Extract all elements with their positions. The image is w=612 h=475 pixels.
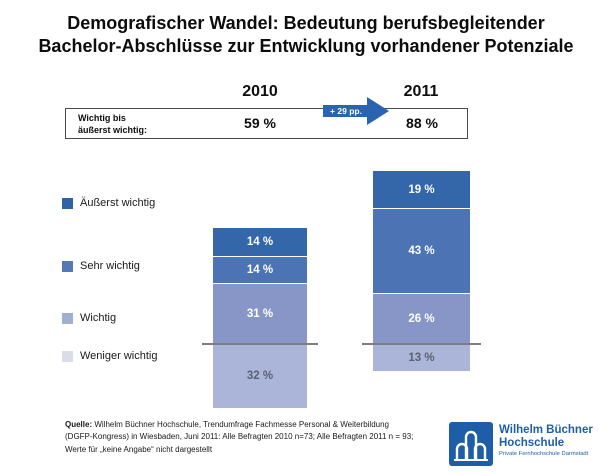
legend-item-wichtig: Wichtig [62,312,116,324]
page-title: Demografischer Wandel: Bedeutung berufsb… [0,12,612,58]
svg-text:+ 29 pp.: + 29 pp. [330,106,362,116]
summary-box: Wichtig bis äußerst wichtig: 59 % 88 % [65,108,468,139]
legend-item-aeusserst-wichtig: Äußerst wichtig [62,197,155,209]
summary-label-line1: Wichtig bis [78,113,126,123]
bar-segment-value: 31 % [246,308,274,321]
page-title-line2: Bachelor-Abschlüsse zur Entwicklung vorh… [38,36,574,56]
logo-text: Wilhelm Büchner Hochschule Private Fernh… [499,422,593,457]
arrow-right-icon: + 29 pp. [323,97,389,125]
legend-swatch-icon [62,260,73,272]
legend-label: Sehr wichtig [80,260,140,272]
bar-segment-2011-weniger-wichtig: 13 % [373,345,470,371]
summary-label-line2: äußerst wichtig: [78,125,148,135]
bar-segment-2010-sehr-wichtig: 14 % [213,255,307,284]
logo-building-icon [449,422,493,466]
bar-segment-2011-sehr-wichtig: 43 % [373,208,470,293]
summary-value-2011: 88 % [406,115,438,131]
logo-name-line2: Hochschule [499,437,565,449]
university-logo: Wilhelm Büchner Hochschule Private Fernh… [449,422,593,466]
source-label: Quelle: [65,420,93,429]
logo-name-line1: Wilhelm Büchner [499,424,593,436]
bar-segment-value: 26 % [408,312,435,325]
bar-segment-2010--u-erst-wichtig: 14 % [213,228,307,256]
bar-segment-value: 32 % [246,370,274,383]
change-arrow: + 29 pp. [321,96,391,126]
column-header-2011: 2011 [403,83,439,100]
bar-segment-2011--u-erst-wichtig: 19 % [373,171,470,209]
baseline-2010 [202,343,318,345]
baseline-2011 [362,343,481,345]
source-line3: Werte für „keine Angabe“ nicht dargestel… [65,444,213,454]
legend-label: Wichtig [80,312,117,324]
bar-segment-2011-wichtig: 26 % [373,292,470,344]
source-line1: Quelle: Wilhelm Büchner Hochschule, Tren… [65,419,455,431]
legend-swatch-icon [62,312,73,324]
bar-segment-value: 14 % [246,263,274,276]
legend-item-weniger-wichtig: Weniger wichtig [62,350,157,362]
bar-segment-value: 43 % [408,245,435,258]
bar-segment-value: 13 % [408,351,435,364]
summary-label: Wichtig bis äußerst wichtig: [78,112,147,136]
legend-swatch-icon [62,197,73,209]
legend-item-sehr-wichtig: Sehr wichtig [62,260,140,272]
legend-swatch-icon [62,350,73,362]
legend-label: Weniger wichtig [80,350,158,362]
bar-segment-2010-wichtig: 31 % [213,283,307,344]
column-header-2010: 2010 [242,83,278,100]
bar-segment-value: 14 % [246,235,274,248]
legend-label: Äußerst wichtig [80,197,156,209]
bar-segment-2010-weniger-wichtig: 32 % [213,345,307,408]
bar-segment-value: 19 % [408,183,435,196]
logo-subtitle: Private Fernhochschule Darmstadt [499,451,589,457]
summary-value-2010: 59 % [244,115,276,131]
source-note: Quelle: Wilhelm Büchner Hochschule, Tren… [65,419,455,456]
source-line2: (DGFP-Kongress) in Wiesbaden, Juni 2011:… [65,432,414,442]
page-title-line1: Demografischer Wandel: Bedeutung berufsb… [67,13,545,33]
source-line1-text: Wilhelm Büchner Hochschule, Trendumfrage… [92,420,390,429]
